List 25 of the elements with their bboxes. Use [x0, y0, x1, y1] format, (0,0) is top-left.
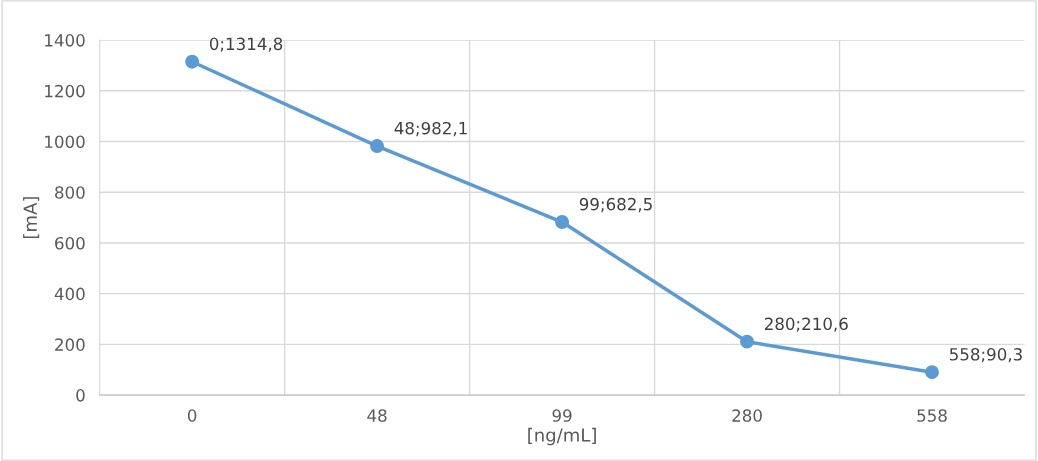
x-tick-label: 558 — [917, 409, 947, 422]
x-tick-label: 48 — [367, 409, 387, 422]
y-tick-label: 600 — [55, 236, 85, 250]
point — [185, 54, 200, 69]
y-tick-label: 0 — [76, 389, 85, 402]
data-label: 558;90,3 — [949, 348, 1022, 363]
y-tick-label: 1000 — [45, 135, 85, 149]
data-label: 280;210,6 — [764, 317, 848, 332]
point — [925, 365, 939, 380]
y-tick-label: 200 — [55, 338, 85, 351]
point — [370, 139, 385, 154]
x-tick-label: 280 — [732, 409, 762, 422]
x-tick-label: 0 — [187, 409, 197, 422]
y-tick-label: 1200 — [45, 84, 85, 98]
y-tick-label: 400 — [54, 287, 85, 301]
y-tick-label: 800 — [55, 186, 85, 199]
x-axis-title: [ng/mL] — [528, 427, 596, 446]
data-label: 99;682,5 — [579, 197, 652, 213]
x-tick-label: 99 — [552, 409, 572, 422]
data-label: 0;1314,8 — [209, 37, 283, 52]
data-label: 48;982,1 — [394, 121, 467, 137]
y-axis-title: [mA] — [23, 197, 40, 239]
point — [555, 215, 570, 229]
point — [740, 334, 754, 349]
y-tick-label: 1400 — [45, 34, 85, 47]
